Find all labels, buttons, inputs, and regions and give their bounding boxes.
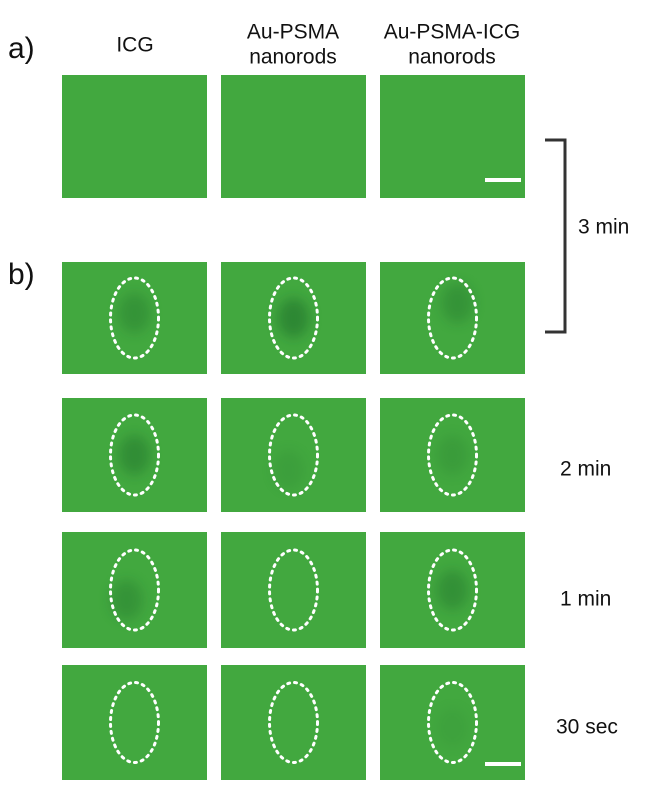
bracket [545,140,565,332]
column-header: Au-PSMA-ICG [384,21,521,44]
column-header: ICG [116,34,153,57]
time-label: 30 sec [556,716,618,739]
dark-spot [119,293,151,333]
time-label: 1 min [560,588,611,611]
panel-label: a) [8,32,35,65]
dark-spot [437,708,469,748]
panel-label: b) [8,258,35,291]
time-label: 2 min [560,458,611,481]
column-header: Au-PSMA [247,21,339,44]
dark-spot [442,283,474,323]
dark-spot [437,570,469,610]
dark-spot [278,298,310,338]
time-label: 3 min [578,216,629,239]
column-header: nanorods [249,46,337,69]
micrograph [62,75,207,198]
micrograph [221,75,366,198]
column-header: nanorods [408,46,496,69]
figure: a) b) ICG Au-PSMA nanorods Au-PSMA-ICG n… [0,0,645,790]
panels [62,75,525,780]
dark-spot [437,435,469,475]
dark-spot [119,435,151,475]
